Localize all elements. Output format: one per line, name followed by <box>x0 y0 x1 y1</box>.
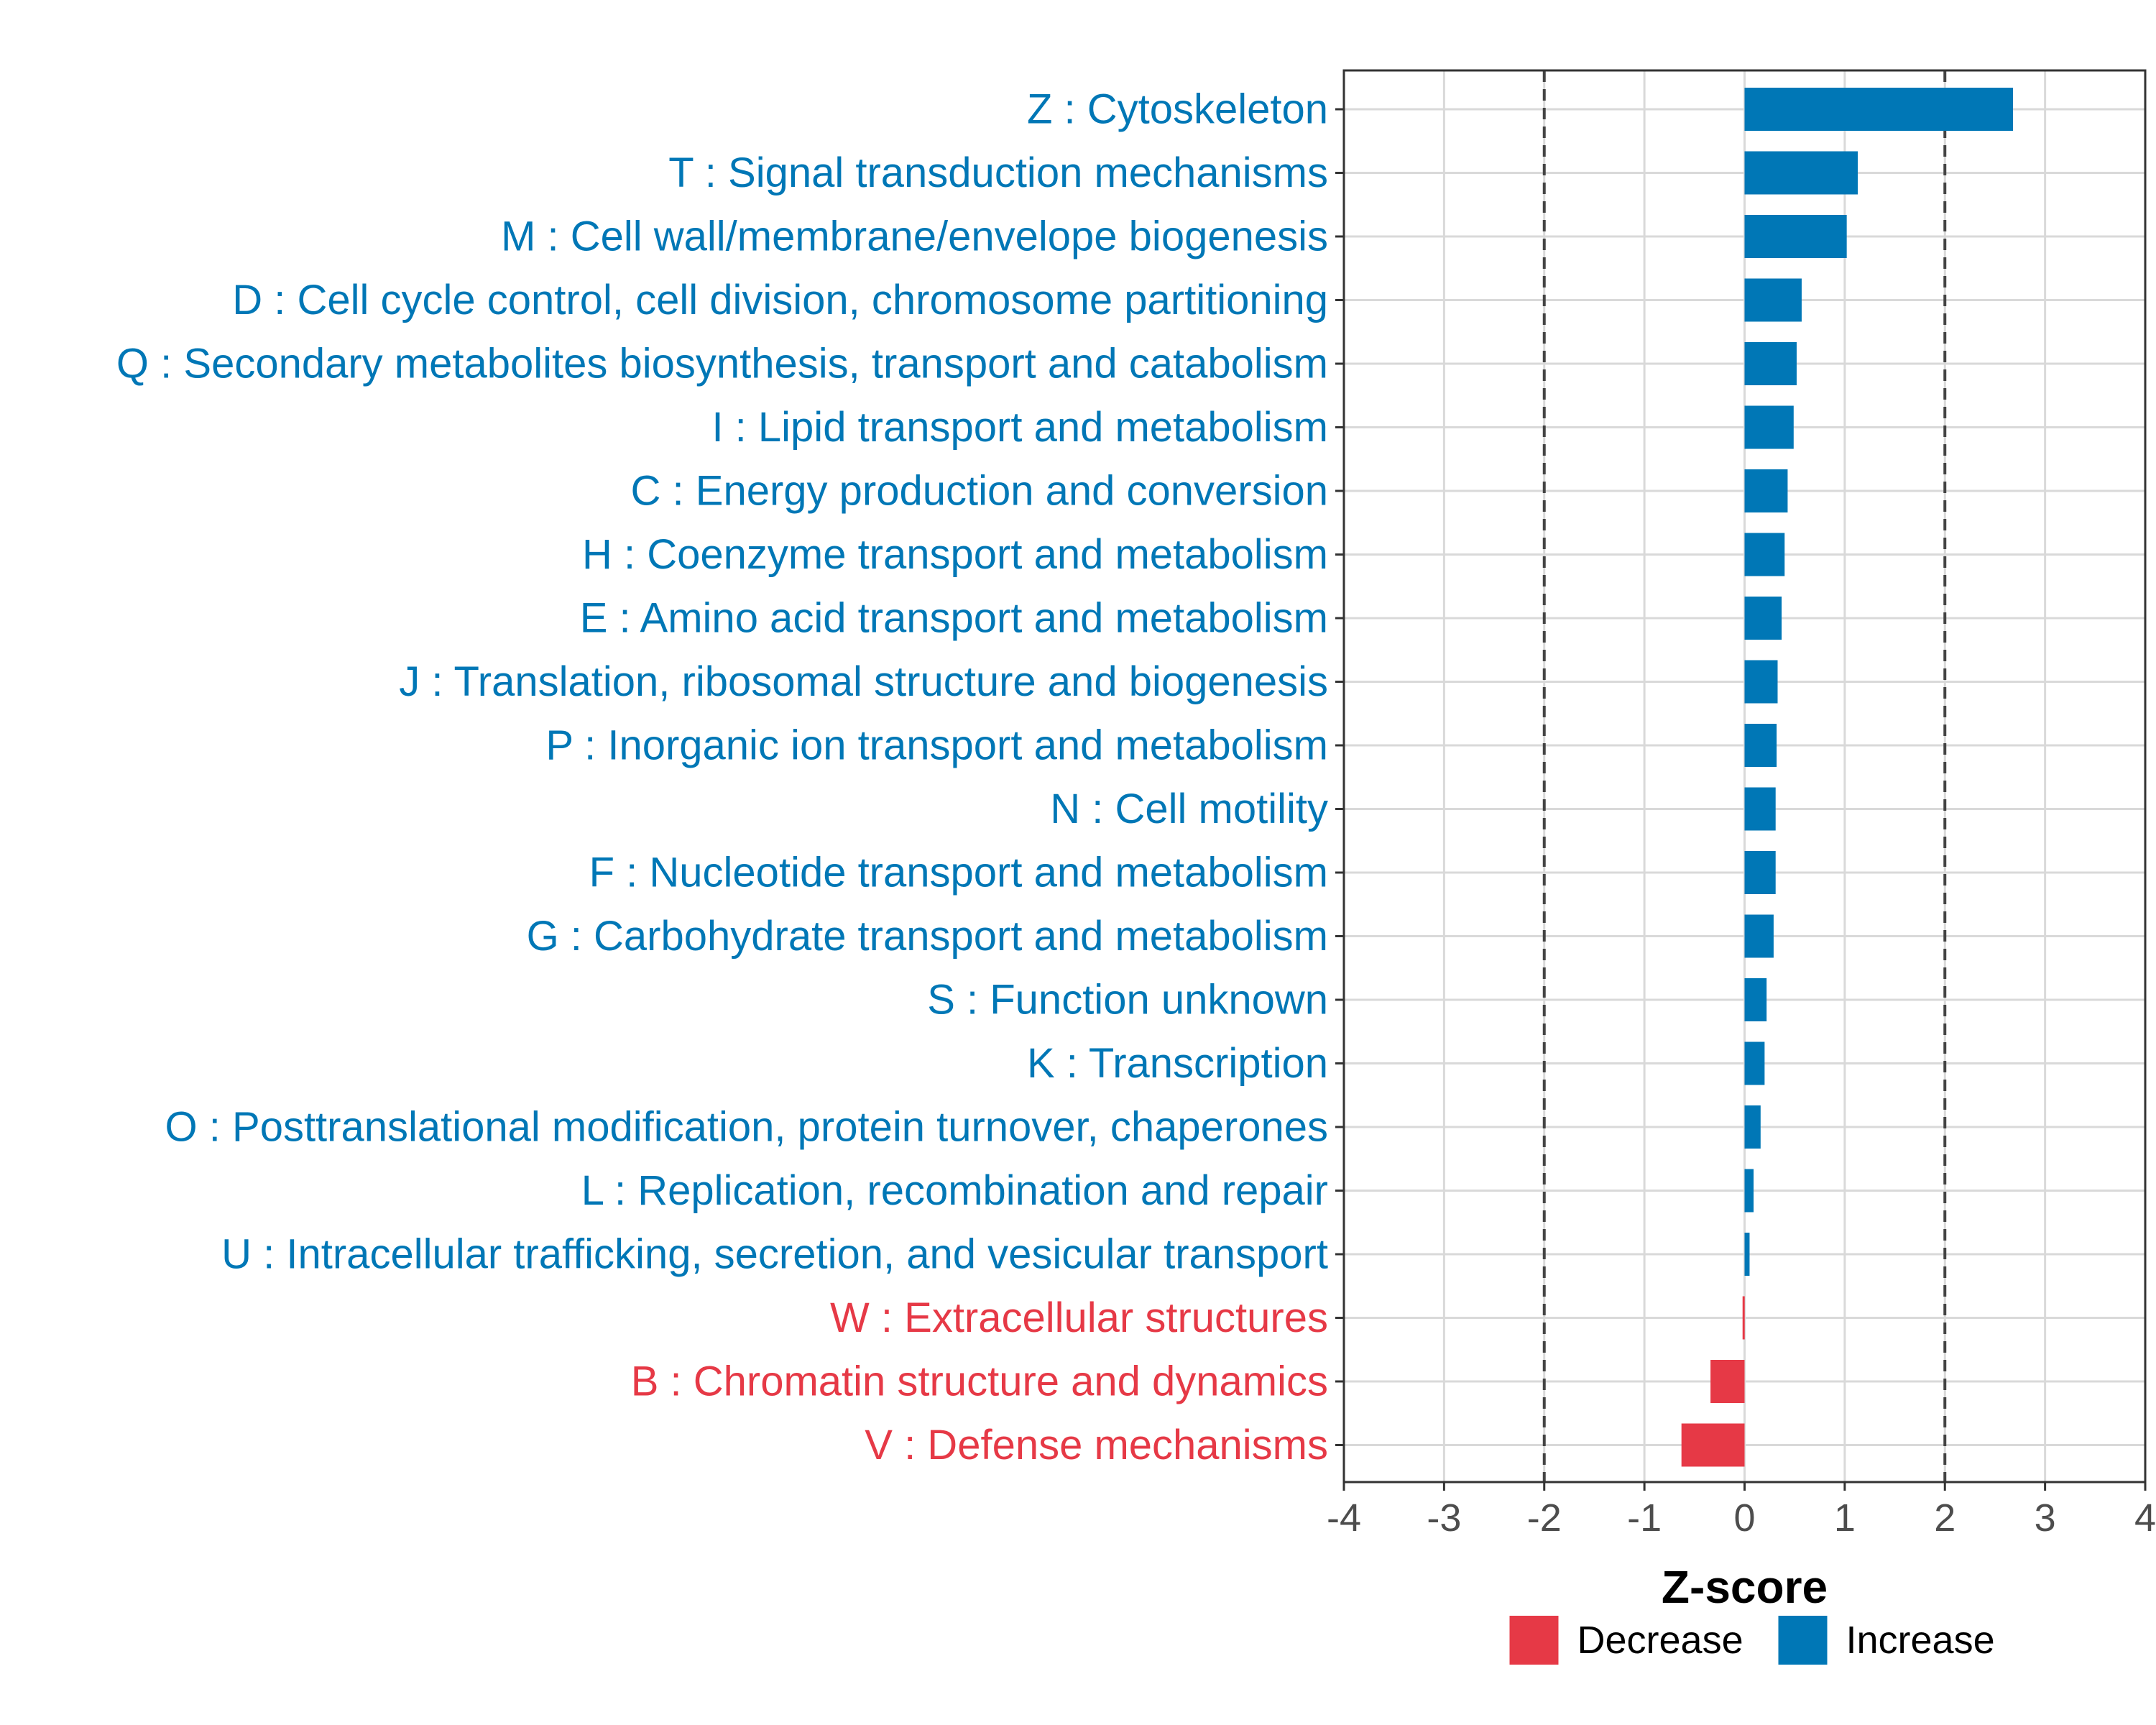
category-label: W : Extracellular structures <box>830 1294 1328 1341</box>
legend-label: Increase <box>1846 1619 1995 1662</box>
bar <box>1744 724 1777 767</box>
bar <box>1744 851 1776 894</box>
bar <box>1744 914 1774 958</box>
bar <box>1744 88 2014 131</box>
category-label: P : Inorganic ion transport and metaboli… <box>545 722 1328 769</box>
bar <box>1744 1233 1750 1276</box>
bar <box>1744 469 1788 512</box>
bar <box>1710 1360 1745 1403</box>
bar <box>1744 533 1785 576</box>
x-axis-title: Z-score <box>1662 1561 1828 1613</box>
bar <box>1744 278 1802 322</box>
bar <box>1744 215 1847 258</box>
category-label: Q : Secondary metabolites biosynthesis, … <box>116 341 1328 387</box>
category-label: J : Translation, ribosomal structure and… <box>399 658 1328 705</box>
category-label: H : Coenzyme transport and metabolism <box>582 531 1328 578</box>
x-axis-ticks: -4 -3 -2 -1 0 1 2 3 4 <box>1327 1482 2156 1540</box>
category-label: D : Cell cycle control, cell division, c… <box>232 277 1328 323</box>
category-label: L : Replication, recombination and repai… <box>581 1167 1328 1214</box>
bar <box>1744 787 1776 831</box>
category-label: F : Nucleotide transport and metabolism <box>589 850 1328 896</box>
legend-swatch <box>1509 1616 1559 1665</box>
bar <box>1744 1169 1754 1213</box>
category-label: E : Amino acid transport and metabolism <box>580 595 1328 642</box>
category-label: O : Posttranslational modification, prot… <box>165 1104 1328 1151</box>
category-label: S : Function unknown <box>927 977 1328 1024</box>
bar <box>1744 405 1794 449</box>
x-tick-label: -2 <box>1527 1496 1562 1540</box>
category-labels: Z : Cytoskeleton T : Signal transduction … <box>116 86 1328 1469</box>
reference-lines <box>1542 70 1947 1482</box>
bar <box>1744 342 1797 385</box>
bar <box>1744 660 1778 704</box>
category-label: V : Defense mechanisms <box>865 1422 1328 1468</box>
bar <box>1744 978 1767 1021</box>
bar <box>1744 1105 1761 1149</box>
category-label: M : Cell wall/membrane/envelope biogenes… <box>501 213 1328 260</box>
legend-label: Decrease <box>1577 1619 1743 1662</box>
x-tick-label: -1 <box>1627 1496 1662 1540</box>
x-tick-label: 3 <box>2035 1496 2056 1540</box>
legend-swatch <box>1778 1616 1828 1665</box>
legend: Decrease Increase <box>1509 1616 1995 1665</box>
bar <box>1744 597 1782 640</box>
category-label: K : Transcription <box>1027 1040 1328 1087</box>
category-label: T : Signal transduction mechanisms <box>668 150 1328 196</box>
category-label: I : Lipid transport and metabolism <box>711 404 1328 451</box>
bars <box>1681 88 2014 1467</box>
x-tick-label: -4 <box>1327 1496 1361 1540</box>
x-tick-label: -3 <box>1427 1496 1461 1540</box>
x-tick-label: 2 <box>1934 1496 1955 1540</box>
bar <box>1744 1041 1765 1085</box>
bar <box>1742 1296 1745 1340</box>
category-label: B : Chromatin structure and dynamics <box>631 1358 1328 1405</box>
category-label: N : Cell motility <box>1050 786 1328 832</box>
x-tick-label: 0 <box>1733 1496 1755 1540</box>
bar <box>1744 151 1858 195</box>
x-tick-label: 4 <box>2134 1496 2156 1540</box>
category-label: U : Intracellular trafficking, secretion… <box>221 1231 1328 1278</box>
x-tick-label: 1 <box>1834 1496 1856 1540</box>
category-label: G : Carbohydrate transport and metabolis… <box>527 913 1328 960</box>
y-axis-ticks <box>1335 108 1344 1446</box>
category-label: Z : Cytoskeleton <box>1027 86 1328 133</box>
bar <box>1681 1423 1745 1467</box>
category-label: C : Energy production and conversion <box>631 468 1328 515</box>
